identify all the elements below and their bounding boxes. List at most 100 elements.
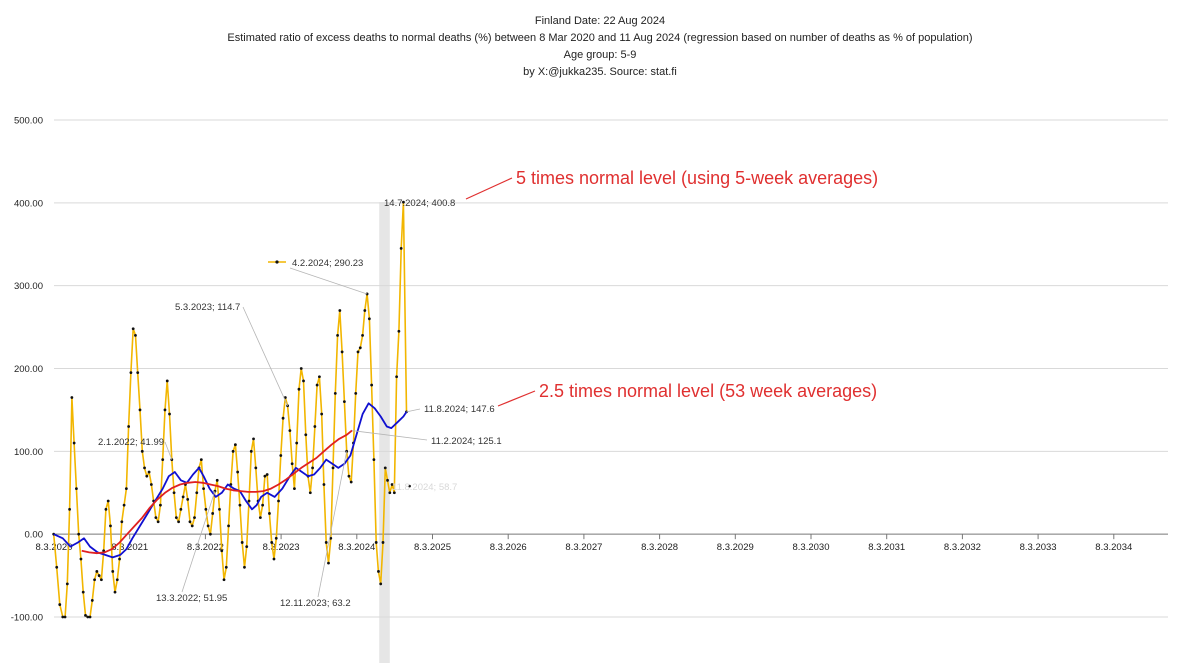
data-point [236,470,240,474]
y-tick-label: 300.00 [14,281,43,292]
data-point [347,474,351,478]
data-point [222,578,226,582]
data-point [65,582,69,586]
data-point [270,541,274,544]
data-point [386,478,389,482]
data-point [149,483,153,486]
data-point [55,565,59,569]
callout-leader-2-5x [497,390,536,407]
x-tick-label: 8.3.2027 [565,542,602,553]
x-tick-label: 8.3.2030 [793,542,830,553]
data-point [367,317,371,321]
data-point [254,466,258,470]
data-point [124,487,128,491]
legend-marker-weekly [275,260,279,264]
data-point [63,615,67,619]
y-tick-label: 500.00 [14,116,43,127]
y-tick-label: 200.00 [14,364,43,375]
callout-5x: 5 times normal level (using 5-week avera… [516,168,878,188]
data-point [361,333,364,337]
data-point [179,507,183,511]
data-point [172,491,176,495]
data-point [383,466,387,470]
data-point [397,329,401,333]
data-point [174,516,178,519]
y-tick-label: -100.00 [11,613,43,624]
series-53week-avg-line [81,429,353,555]
data-point [208,532,212,536]
data-point [238,503,242,507]
data-point [283,396,287,399]
data-point [213,489,217,493]
data-point [379,582,383,586]
data-point [392,491,396,495]
data-point [297,387,301,391]
data-point [224,565,228,569]
chart-age-group: Age group: 5-9 [564,49,637,61]
data-point [102,549,106,553]
data-point [161,458,165,462]
data-point [190,524,194,528]
data-point [115,578,119,582]
data-point [268,512,271,515]
y-tick-label: 100.00 [14,447,43,458]
data-point [308,491,312,495]
annotation-leader-line [289,267,368,295]
data-point [327,561,330,565]
data-point [127,425,131,428]
data-point [79,557,83,561]
data-point [304,433,308,437]
data-point [81,590,85,594]
data-point [136,371,140,375]
data-point [131,327,135,331]
data-point [165,379,169,383]
data-point [342,400,346,404]
data-point [349,480,353,484]
data-point [211,512,215,515]
data-point [231,449,235,453]
data-point [315,383,319,387]
data-point [195,491,199,495]
annotation-63: 12.11.2023; 63.2 [280,598,351,609]
data-point [331,466,335,470]
callouts: 5 times normal level (using 5-week avera… [465,168,878,407]
y-axis-ticks: -100.00 0.00 100.00 200.00 300.00 400.00 500.0… [11,116,43,624]
chart-credit: by X:@jukka235. Source: stat.fi [523,66,677,78]
data-point [77,532,81,536]
data-point [199,458,203,462]
data-point [140,449,144,453]
data-point [109,524,112,528]
data-point [311,466,314,470]
data-point [324,541,328,544]
data-point [111,570,115,573]
x-tick-label: 8.3.2022 [187,542,224,553]
data-point [295,441,299,445]
highlight-band [379,202,390,663]
data-point [258,516,262,519]
data-point [302,379,305,383]
data-point [277,499,280,503]
annotation-51: 13.3.2022; 51.95 [156,593,227,604]
callout-2-5x: 2.5 times normal level (53 week averages… [539,381,877,401]
data-point [243,565,246,569]
data-point [58,603,62,606]
data-point [372,458,376,462]
data-point [97,574,101,577]
data-point [220,549,224,553]
x-tick-label: 8.3.2021 [111,542,148,553]
data-point [293,487,296,491]
data-point [122,503,126,507]
annotation-leader-line [164,441,173,460]
data-point [261,503,265,507]
annotations: 14.7.2024; 400.8 4.2.2024; 290.23 5.3.20… [98,198,502,609]
data-point [181,495,185,499]
data-point [75,487,78,491]
data-point [156,520,160,524]
data-point [252,437,255,441]
data-point [318,375,321,379]
data-point [313,425,317,428]
data-point [68,507,71,511]
x-tick-label: 8.3.2020 [36,542,73,553]
data-point [336,333,339,337]
data-point [154,516,158,519]
